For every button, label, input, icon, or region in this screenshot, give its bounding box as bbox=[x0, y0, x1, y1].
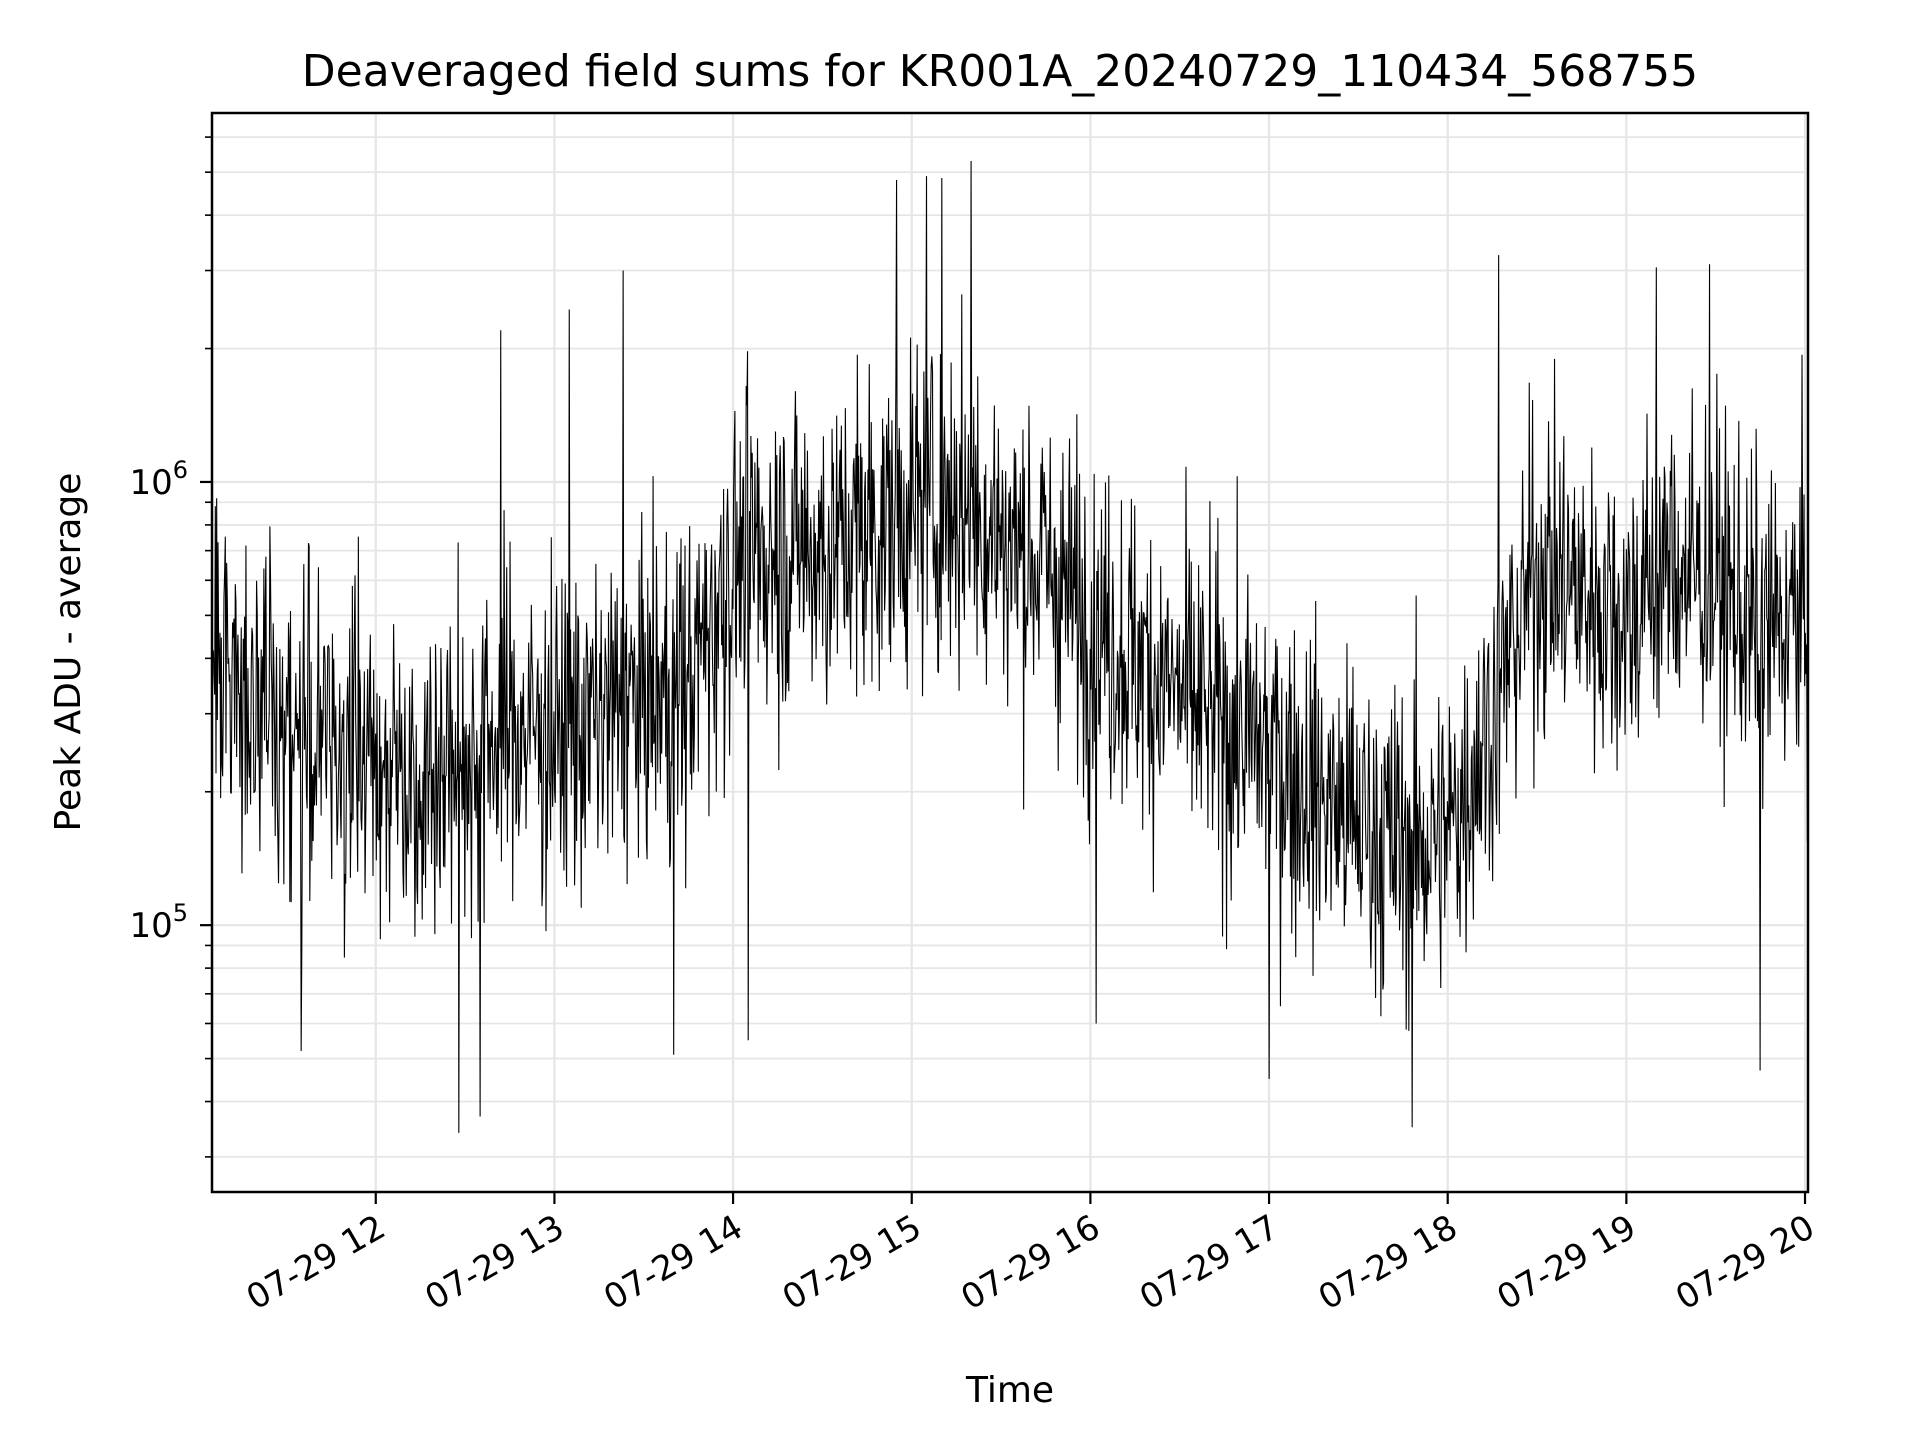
y-tick-label: 105 bbox=[129, 899, 188, 946]
y-tick-base: 10 bbox=[129, 463, 172, 503]
x-axis-label: Time bbox=[965, 1370, 1054, 1411]
y-axis-label: Peak ADU - average bbox=[48, 473, 89, 832]
y-tick-label: 106 bbox=[129, 456, 188, 503]
y-tick-base: 10 bbox=[129, 906, 172, 946]
y-tick-exponent: 5 bbox=[173, 899, 188, 927]
chart-title: Deaveraged field sums for KR001A_2024072… bbox=[302, 46, 1698, 97]
series-line bbox=[211, 160, 1809, 1133]
y-tick-exponent: 6 bbox=[173, 456, 188, 484]
plot-frame bbox=[210, 111, 1810, 1194]
series-path bbox=[211, 160, 1809, 1133]
